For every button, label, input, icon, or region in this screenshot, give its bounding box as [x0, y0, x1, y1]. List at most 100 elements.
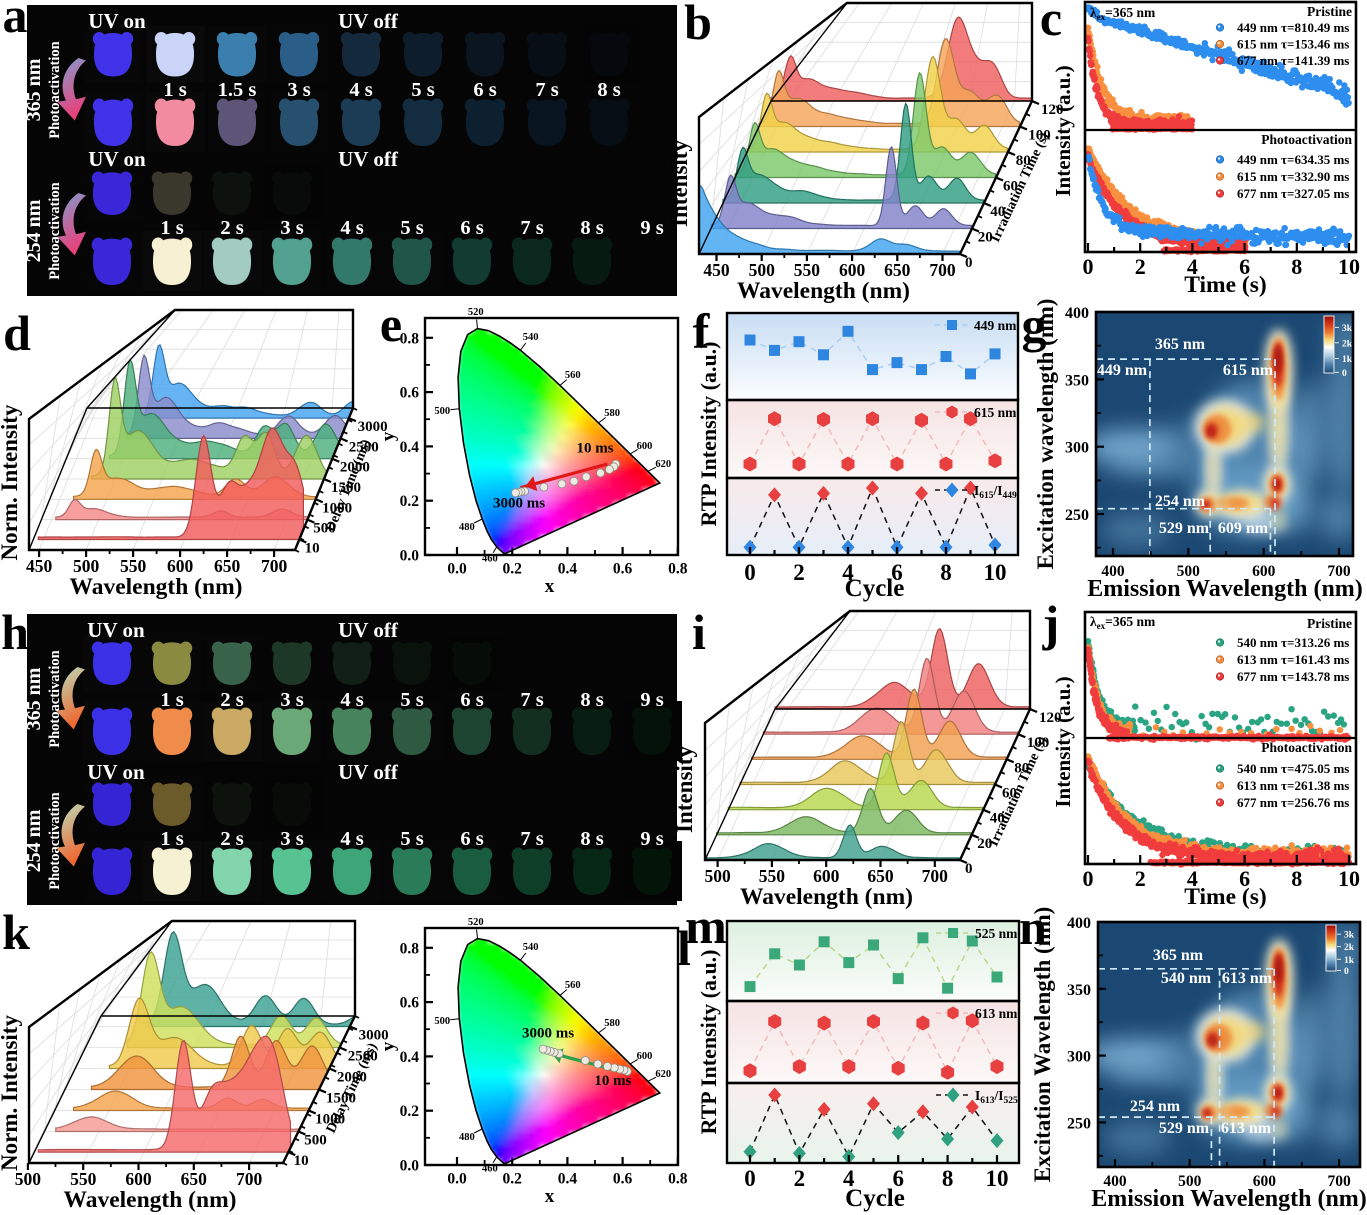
- svg-text:613 nm τ=161.43 ms: 613 nm τ=161.43 ms: [1237, 652, 1349, 667]
- svg-text:677 nm τ=143.78 ms: 677 nm τ=143.78 ms: [1237, 669, 1349, 684]
- svg-text:460: 460: [482, 554, 498, 565]
- svg-text:9 s: 9 s: [640, 828, 663, 850]
- svg-text:480: 480: [459, 522, 475, 533]
- svg-text:4 s: 4 s: [340, 217, 363, 239]
- svg-text:460: 460: [482, 1164, 498, 1175]
- svg-text:560: 560: [565, 370, 581, 381]
- svg-text:100: 100: [1027, 735, 1050, 751]
- svg-text:g: g: [1022, 297, 1047, 353]
- svg-text:0.6: 0.6: [613, 1171, 633, 1188]
- svg-text:x: x: [545, 1186, 555, 1207]
- svg-text:0.6: 0.6: [400, 385, 420, 402]
- svg-text:3k: 3k: [1342, 324, 1353, 334]
- svg-text:0.0: 0.0: [447, 1171, 467, 1188]
- svg-text:60: 60: [1002, 786, 1017, 802]
- svg-text:580: 580: [604, 1018, 620, 1029]
- svg-text:1k: 1k: [1342, 355, 1353, 365]
- svg-text:m: m: [685, 898, 727, 954]
- svg-text:254 nm: 254 nm: [1155, 493, 1206, 510]
- svg-text:9 s: 9 s: [640, 689, 663, 711]
- svg-text:Time (s): Time (s): [1184, 272, 1266, 298]
- svg-text:7 s: 7 s: [520, 828, 543, 850]
- svg-text:Norm. Intensity: Norm. Intensity: [0, 1015, 22, 1171]
- svg-text:400: 400: [1103, 1173, 1127, 1190]
- svg-text:300: 300: [1067, 1049, 1091, 1066]
- svg-text:f: f: [693, 303, 711, 359]
- svg-text:8: 8: [940, 560, 952, 585]
- svg-text:Wavelength (nm): Wavelength (nm): [737, 278, 910, 304]
- svg-text:10: 10: [986, 1166, 1009, 1191]
- svg-text:4 s: 4 s: [340, 689, 363, 711]
- svg-text:80: 80: [1016, 153, 1031, 169]
- svg-text:2: 2: [1135, 866, 1146, 891]
- svg-text:1k: 1k: [1344, 956, 1355, 966]
- svg-text:0.6: 0.6: [613, 561, 633, 578]
- svg-text:615 nm: 615 nm: [974, 405, 1017, 420]
- svg-text:0.4: 0.4: [558, 561, 578, 578]
- svg-text:2: 2: [1135, 254, 1146, 279]
- svg-text:500: 500: [434, 406, 450, 417]
- svg-text:8: 8: [942, 1166, 954, 1191]
- svg-text:j: j: [1042, 595, 1060, 651]
- svg-text:0.2: 0.2: [400, 493, 420, 510]
- svg-text:0.4: 0.4: [400, 439, 420, 456]
- svg-text:Photoactivation: Photoactivation: [1261, 132, 1352, 147]
- svg-text:Excitation Wavelength (nm): Excitation Wavelength (nm): [1030, 907, 1055, 1183]
- svg-text:449 nm: 449 nm: [1097, 362, 1148, 379]
- svg-text:500: 500: [1177, 563, 1201, 580]
- svg-text:540: 540: [523, 332, 539, 343]
- svg-text:600: 600: [125, 1169, 152, 1189]
- svg-text:540 nm: 540 nm: [1161, 970, 1212, 987]
- svg-text:Time (s): Time (s): [1184, 884, 1266, 910]
- svg-text:700: 700: [929, 260, 956, 280]
- svg-text:Photoactivation: Photoactivation: [47, 792, 63, 889]
- svg-text:3 s: 3 s: [280, 689, 303, 711]
- svg-text:449 nm: 449 nm: [974, 318, 1017, 333]
- svg-text:0.6: 0.6: [400, 995, 420, 1012]
- svg-text:550: 550: [120, 556, 147, 576]
- svg-text:365 nm: 365 nm: [1153, 947, 1204, 964]
- svg-text:0: 0: [744, 560, 756, 585]
- svg-text:60: 60: [1003, 179, 1018, 195]
- svg-text:8 s: 8 s: [580, 217, 603, 239]
- svg-text:Excitation wavelength (nm): Excitation wavelength (nm): [1033, 299, 1058, 570]
- svg-text:350: 350: [1067, 982, 1091, 999]
- svg-text:0.4: 0.4: [400, 1049, 420, 1066]
- svg-text:1500: 1500: [326, 1091, 356, 1107]
- svg-text:8: 8: [1291, 866, 1302, 891]
- svg-text:2000: 2000: [340, 460, 370, 476]
- svg-text:120: 120: [1039, 710, 1062, 726]
- svg-text:365 nm: 365 nm: [1155, 336, 1206, 353]
- svg-text:3k: 3k: [1344, 931, 1355, 941]
- svg-text:480: 480: [459, 1132, 475, 1143]
- svg-text:5 s: 5 s: [400, 689, 423, 711]
- svg-text:580: 580: [604, 408, 620, 419]
- svg-text:600: 600: [813, 866, 840, 886]
- svg-text:450: 450: [703, 260, 730, 280]
- svg-text:2k: 2k: [1342, 339, 1353, 349]
- svg-text:2500: 2500: [348, 1049, 378, 1065]
- svg-text:540 nm τ=475.05 ms: 540 nm τ=475.05 ms: [1237, 761, 1349, 776]
- svg-text:y: y: [378, 431, 399, 441]
- svg-text:520: 520: [468, 307, 484, 318]
- svg-text:0.0: 0.0: [400, 548, 420, 565]
- svg-text:300: 300: [1065, 440, 1089, 457]
- svg-text:Photoactivation: Photoactivation: [1261, 740, 1352, 755]
- svg-text:Photoactivation: Photoactivation: [47, 41, 63, 138]
- svg-text:6: 6: [892, 1166, 904, 1191]
- svg-text:0: 0: [1083, 866, 1094, 891]
- svg-text:6 s: 6 s: [460, 828, 483, 850]
- svg-text:400: 400: [1065, 305, 1089, 322]
- svg-text:Intensity (a.u.): Intensity (a.u.): [1051, 65, 1075, 196]
- svg-text:20: 20: [978, 230, 993, 246]
- svg-text:2 s: 2 s: [220, 217, 243, 239]
- svg-text:0: 0: [1344, 967, 1349, 977]
- svg-text:6 s: 6 s: [460, 217, 483, 239]
- svg-text:UV on: UV on: [87, 618, 145, 642]
- svg-text:0.2: 0.2: [503, 1171, 523, 1188]
- svg-text:254 nm: 254 nm: [23, 809, 45, 872]
- svg-text:Emission Wavelength (nm): Emission Wavelength (nm): [1087, 576, 1363, 602]
- svg-text:254 nm: 254 nm: [1130, 1098, 1181, 1115]
- svg-text:613 nm: 613 nm: [1221, 1120, 1272, 1137]
- svg-text:650: 650: [214, 556, 241, 576]
